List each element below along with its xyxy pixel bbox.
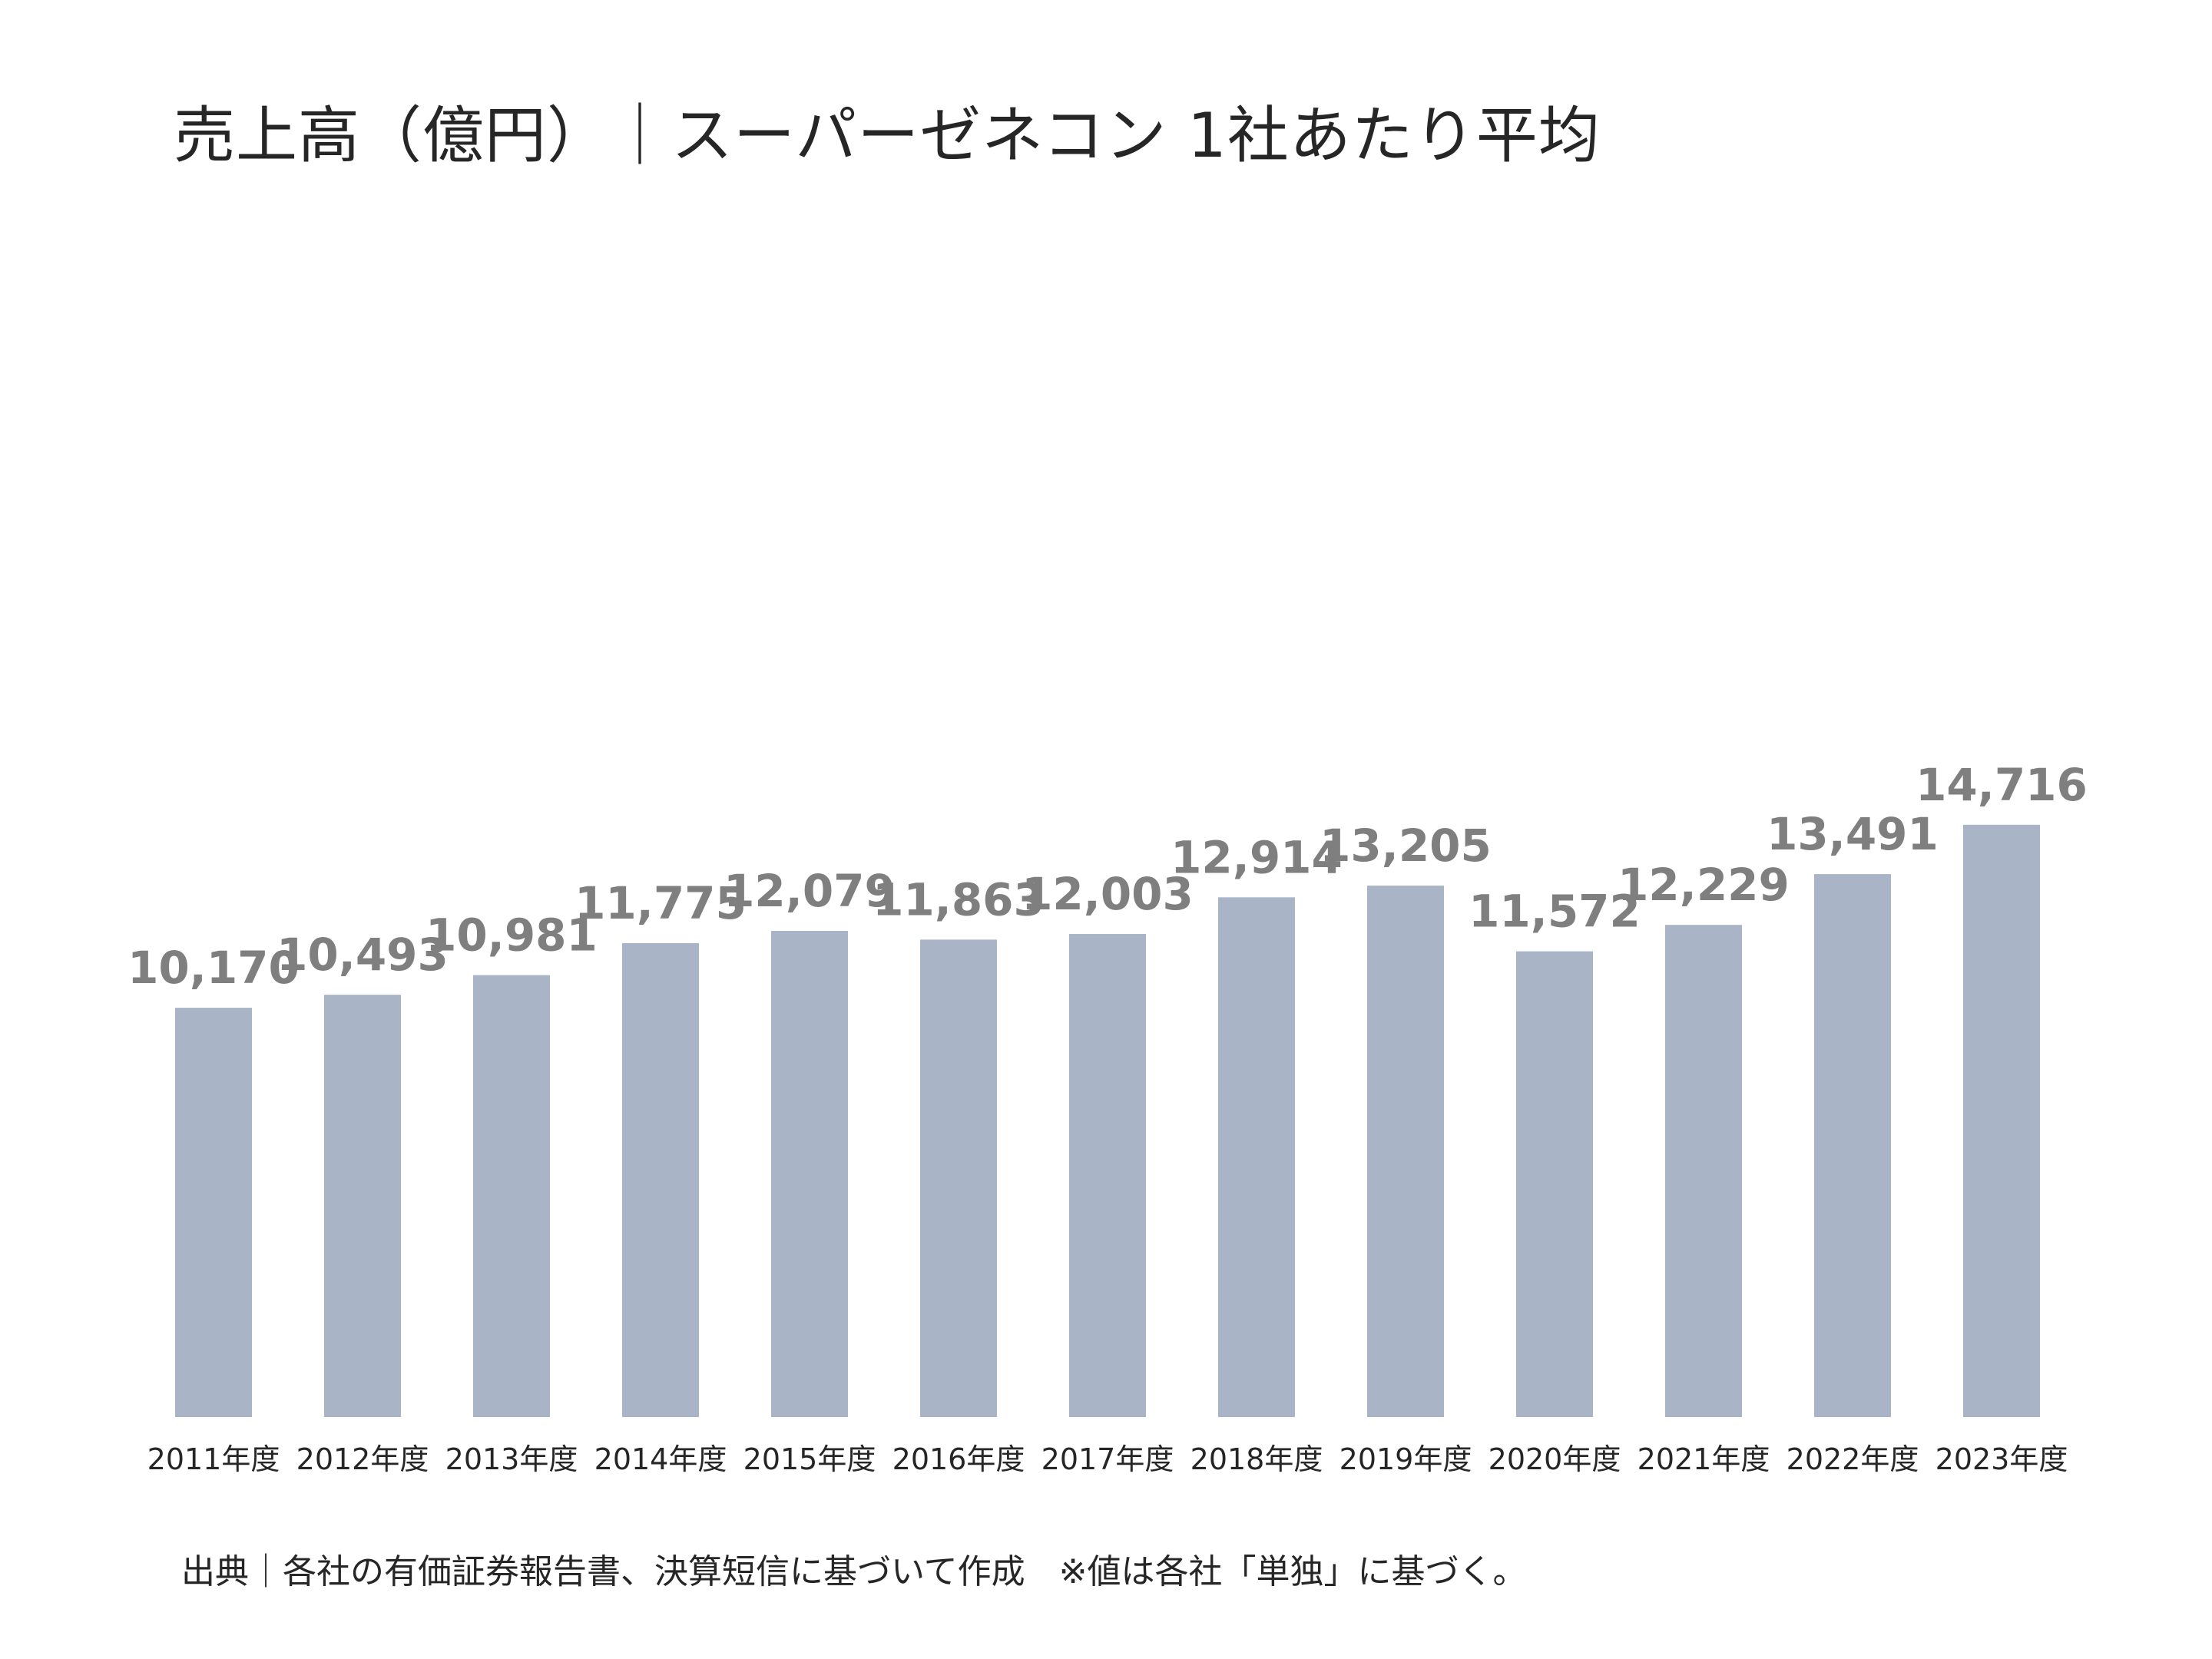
bar-2017年度: [1069, 934, 1146, 1417]
x-tick-label-2020年度: 2020年度: [1488, 1442, 1621, 1476]
data-label-2020年度: 11,572: [1469, 886, 1641, 938]
bar-2014年度: [622, 942, 699, 1417]
data-label-2012年度: 10,493: [276, 929, 449, 981]
x-tick-label-2016年度: 2016年度: [892, 1442, 1025, 1476]
data-label-2018年度: 12,914: [1171, 831, 1343, 883]
bar-2021年度: [1665, 925, 1742, 1417]
bar-2018年度: [1218, 897, 1295, 1417]
bar-2011年度: [175, 1008, 252, 1417]
bar-2015年度: [771, 931, 848, 1417]
x-tick-label-2012年度: 2012年度: [296, 1442, 429, 1476]
data-label-2014年度: 11,775: [575, 877, 747, 929]
x-tick-label-2013年度: 2013年度: [445, 1442, 578, 1476]
data-label-2015年度: 12,079: [724, 865, 896, 917]
bar-2022年度: [1814, 874, 1891, 1417]
x-tick-label-2021年度: 2021年度: [1637, 1442, 1770, 1476]
data-label-2022年度: 13,491: [1767, 808, 1939, 860]
bar-2012年度: [324, 995, 401, 1417]
x-tick-label-2015年度: 2015年度: [743, 1442, 876, 1476]
bar-2019年度: [1367, 886, 1444, 1417]
bar-2016年度: [920, 939, 997, 1417]
data-label-2023年度: 14,716: [1916, 759, 2088, 811]
bar-2013年度: [473, 975, 550, 1417]
x-tick-label-2019年度: 2019年度: [1339, 1442, 1472, 1476]
data-label-2019年度: 13,205: [1320, 820, 1492, 872]
data-label-2017年度: 12,003: [1022, 868, 1194, 920]
data-label-2013年度: 10,981: [426, 909, 598, 962]
chart-title: 売上高（億円）｜スーパーゼネコン 1社あたり平均: [174, 100, 1601, 171]
x-tick-label-2018年度: 2018年度: [1190, 1442, 1323, 1476]
x-tick-label-2022年度: 2022年度: [1786, 1442, 1919, 1476]
data-label-2011年度: 10,170: [127, 942, 300, 994]
x-tick-label-2017年度: 2017年度: [1041, 1442, 1174, 1476]
x-tick-label-2011年度: 2011年度: [147, 1442, 280, 1476]
bar-2023年度: [1963, 824, 2040, 1417]
x-tick-label-2023年度: 2023年度: [1936, 1442, 2068, 1476]
source-note: 出典｜各社の有価証券報告書、決算短信に基づいて作成 ※値は各社「単独」に基づく。: [181, 1552, 1527, 1591]
bar-2020年度: [1516, 951, 1593, 1417]
data-label-2021年度: 12,229: [1618, 859, 1790, 911]
x-tick-label-2014年度: 2014年度: [594, 1442, 727, 1476]
data-label-2016年度: 11,863: [873, 873, 1045, 926]
